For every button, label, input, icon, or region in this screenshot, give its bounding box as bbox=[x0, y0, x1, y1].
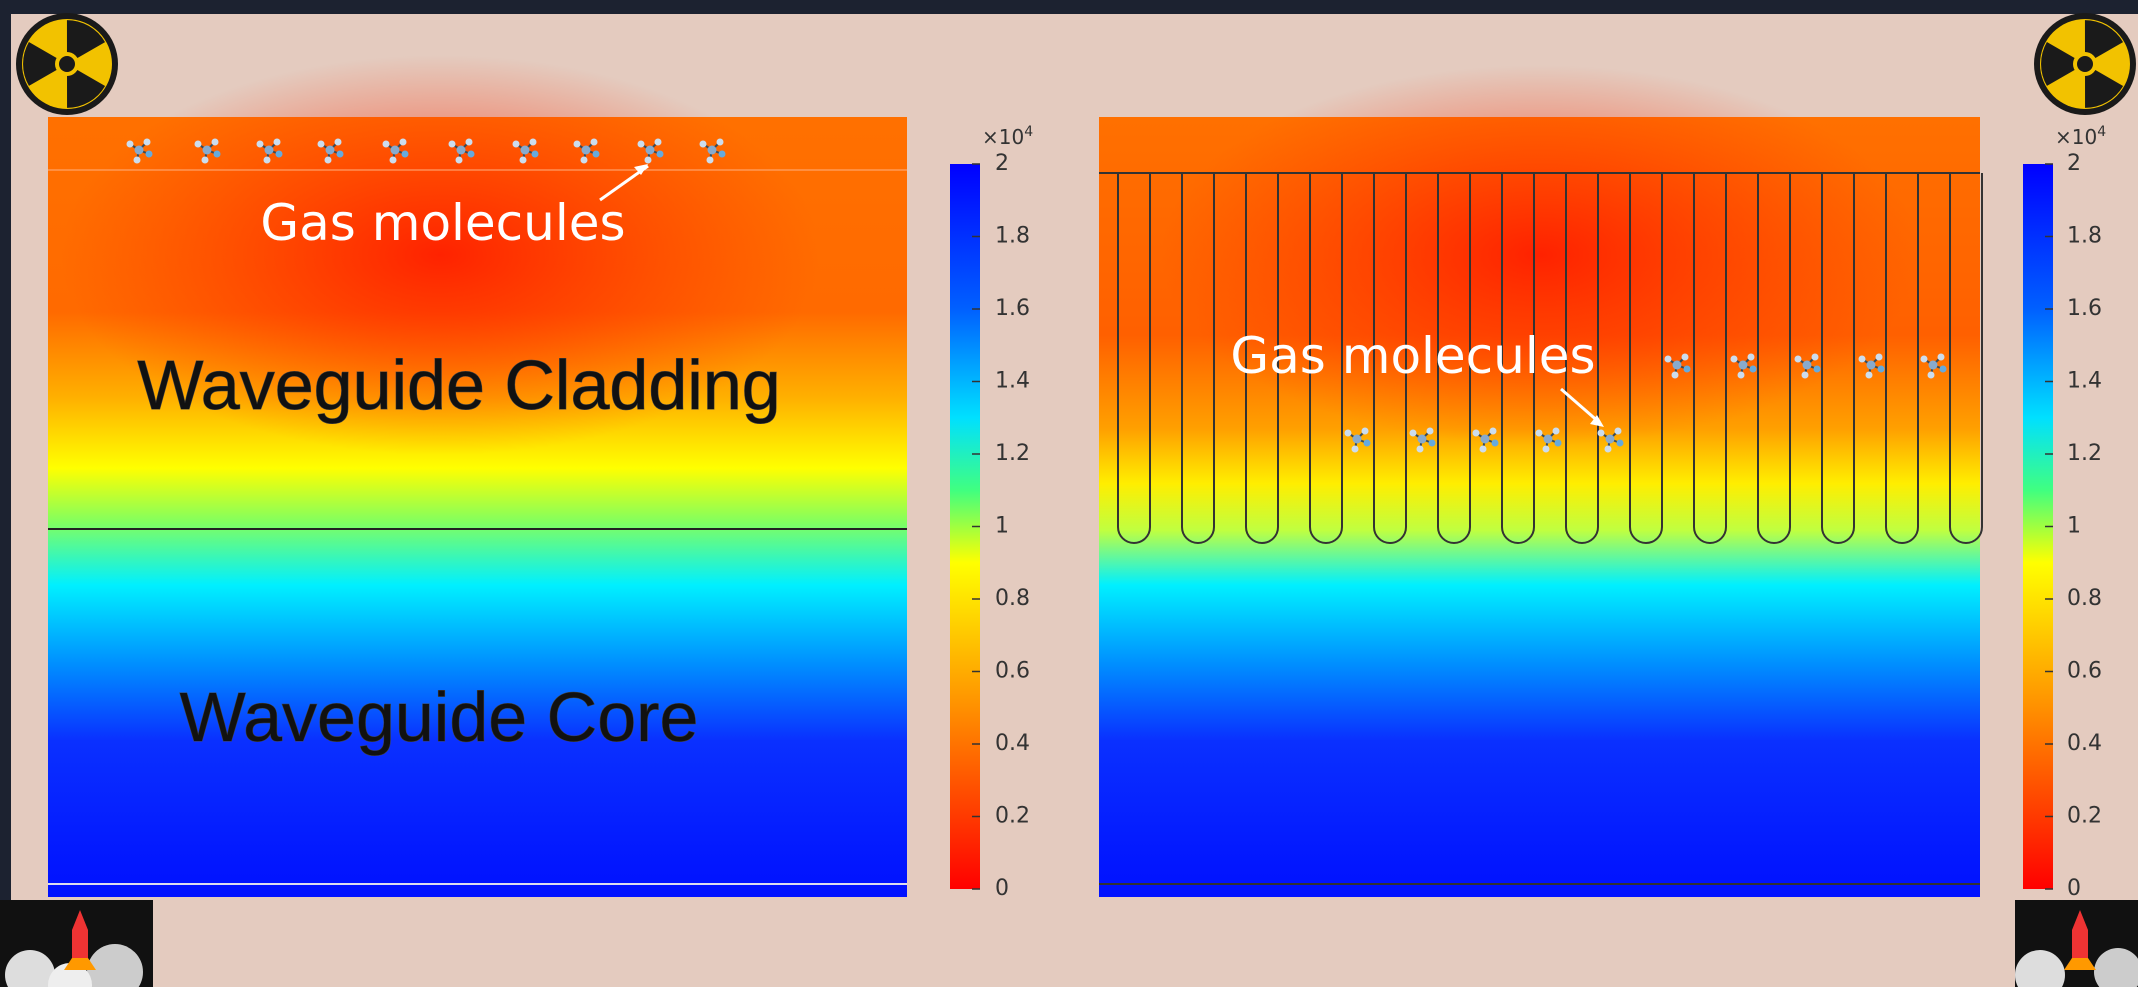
annotation: Gas molecules bbox=[1230, 327, 1595, 385]
tick-label: 0.8 bbox=[995, 586, 1030, 611]
tick-label: 0.4 bbox=[995, 731, 1030, 756]
tick-label: 1.8 bbox=[995, 224, 1030, 249]
right-plot: Gas molecules bbox=[1099, 65, 1982, 897]
tick-label: 0.2 bbox=[2067, 804, 2102, 829]
tick-label: 0.8 bbox=[2067, 586, 2102, 611]
top-bar bbox=[0, 0, 2138, 14]
tick-label: 1 bbox=[995, 514, 1009, 539]
tick-label: 0.2 bbox=[995, 804, 1030, 829]
colorbar-multiplier: ×104 bbox=[2055, 124, 2106, 149]
tick-label: 1.2 bbox=[2067, 441, 2102, 466]
radiation-icon bbox=[10, 4, 127, 119]
colorbar-multiplier: ×104 bbox=[982, 124, 1033, 149]
annotation: Gas molecules bbox=[260, 194, 625, 252]
rocket-icon bbox=[0, 900, 153, 987]
tick-label: 2 bbox=[2067, 151, 2081, 176]
tick-label: 1.8 bbox=[2067, 224, 2102, 249]
slide: Gas molecules Waveguide Cladding Wavegui… bbox=[0, 0, 2138, 987]
radiation-icon bbox=[2028, 4, 2138, 119]
core-label: Waveguide Core bbox=[180, 678, 699, 756]
rocket-icon bbox=[2015, 900, 2138, 987]
tick-label: 1.2 bbox=[995, 441, 1030, 466]
tick-label: 0 bbox=[995, 876, 1009, 901]
tick-label: 0.6 bbox=[2067, 659, 2102, 684]
tick-label: 1 bbox=[2067, 514, 2081, 539]
tick-label: 0.6 bbox=[995, 659, 1030, 684]
tick-label: 1.4 bbox=[2067, 369, 2102, 394]
exponent: 4 bbox=[1024, 124, 1033, 140]
cladding-label: Waveguide Cladding bbox=[137, 346, 780, 424]
tick-label: 1.6 bbox=[995, 296, 1030, 321]
left-plot: Gas molecules Waveguide Cladding Wavegui… bbox=[48, 55, 907, 897]
tick-label: 2 bbox=[995, 151, 1009, 176]
tick-label: 0.4 bbox=[2067, 731, 2102, 756]
tick-label: 0 bbox=[2067, 876, 2081, 901]
tick-label: 1.4 bbox=[995, 369, 1030, 394]
tick-label: 1.6 bbox=[2067, 296, 2102, 321]
exponent: 4 bbox=[2097, 124, 2106, 140]
side-bar bbox=[0, 0, 11, 987]
